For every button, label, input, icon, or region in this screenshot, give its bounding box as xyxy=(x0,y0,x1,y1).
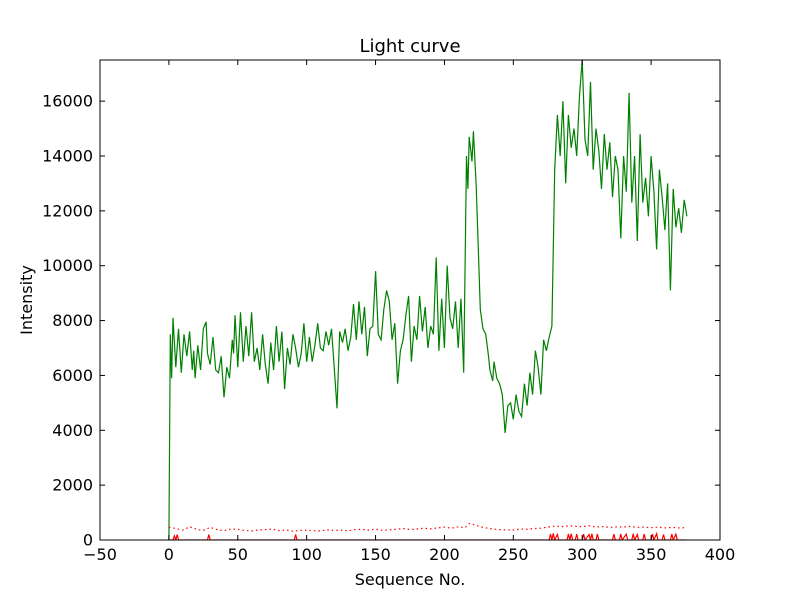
y-tick-label: 10000 xyxy=(42,256,93,275)
x-tick-label: 100 xyxy=(291,545,322,564)
x-tick-label: 400 xyxy=(705,545,736,564)
y-tick-label: 0 xyxy=(83,531,93,550)
y-axis-ticks: 0 2000 4000 6000 8000 10000 12000 14000 16000 xyxy=(42,92,720,550)
series-line-2 xyxy=(168,522,686,532)
chart-title: Light curve xyxy=(359,36,460,57)
plot-area-frame xyxy=(99,59,721,541)
y-tick-label: 2000 xyxy=(52,476,93,495)
x-tick-label: 150 xyxy=(360,545,391,564)
series-line-3 xyxy=(168,531,686,540)
series-layer xyxy=(168,60,688,540)
series-line-1 xyxy=(168,60,688,540)
x-axis-title: Sequence No. xyxy=(355,570,466,589)
y-tick-label: 12000 xyxy=(42,201,93,220)
y-tick-label: 14000 xyxy=(42,147,93,166)
x-tick-label: 0 xyxy=(164,545,174,564)
x-tick-label: 350 xyxy=(636,545,667,564)
y-tick-label: 4000 xyxy=(52,421,93,440)
x-tick-label: 300 xyxy=(567,545,598,564)
y-tick-label: 8000 xyxy=(52,311,93,330)
y-tick-label: 16000 xyxy=(42,92,93,111)
x-tick-label: 250 xyxy=(498,545,529,564)
x-axis-ticks: −50 0 50 100 150 200 250 300 350 400 xyxy=(83,60,735,564)
y-tick-label: 6000 xyxy=(52,366,93,385)
x-tick-label: 50 xyxy=(228,545,248,564)
y-axis-title: Intensity xyxy=(17,265,36,335)
x-tick-label: −50 xyxy=(83,545,117,564)
x-tick-label: 200 xyxy=(429,545,460,564)
